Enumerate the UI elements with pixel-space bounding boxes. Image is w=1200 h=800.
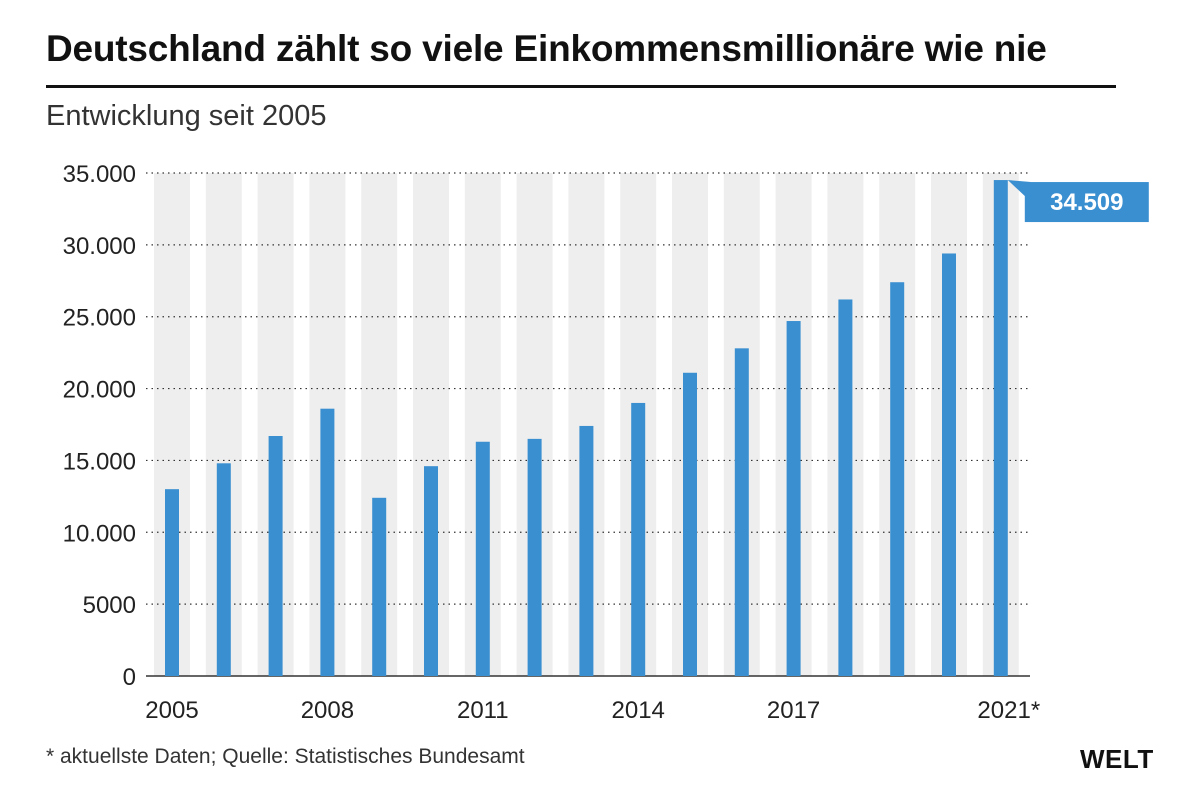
y-tick-label: 10.000 [63, 520, 136, 547]
bar [631, 402, 646, 676]
bar [993, 180, 1008, 676]
x-tick-label: 2005 [145, 697, 198, 724]
bar [579, 425, 594, 676]
y-tick-label: 15.000 [63, 448, 136, 475]
bar [786, 321, 801, 676]
value-callout: 34.509 [1007, 180, 1149, 223]
x-tick-label: 2021* [977, 697, 1040, 724]
y-tick-label: 0 [123, 664, 136, 691]
x-tick-label: 2011 [457, 697, 509, 724]
x-tick-label: 2014 [612, 697, 665, 724]
bar [320, 408, 335, 676]
bar [424, 466, 438, 676]
x-tick-label: 2008 [301, 697, 354, 724]
bar [268, 435, 283, 676]
bar [683, 372, 697, 676]
welt-logo: WELT [1080, 744, 1154, 774]
callout-value-label: 34.509 [1050, 189, 1123, 216]
bar [216, 463, 231, 676]
bars [165, 180, 1008, 677]
bar [527, 438, 542, 676]
chart-subtitle: Entwicklung seit 2005 [46, 100, 327, 132]
y-tick-label: 20.000 [63, 377, 136, 404]
y-tick-label: 5000 [83, 592, 136, 619]
x-tick-label: 2017 [767, 697, 820, 724]
bar [734, 348, 749, 676]
y-tick-label: 35.000 [63, 161, 136, 188]
title-rule [46, 85, 1116, 88]
bar [475, 441, 490, 676]
y-tick-label: 30.000 [63, 233, 136, 260]
y-axis-ticks: 0 5000 10.000 15.000 20.000 25.000 30.000 35.00… [63, 161, 136, 691]
callout-box [1024, 182, 1149, 223]
bar [372, 497, 387, 676]
y-tick-label: 25.000 [63, 305, 136, 332]
footnote: * aktuellste Daten; Quelle: Statistische… [46, 745, 525, 768]
bar [838, 299, 853, 676]
bar [890, 282, 905, 676]
x-axis-ticks: 2005 2008 2011 2014 2017 2021* [145, 697, 1040, 724]
chart-title: Deutschland zählt so viele Einkommensmil… [46, 28, 1047, 69]
bar [165, 489, 179, 676]
bar [942, 253, 956, 677]
